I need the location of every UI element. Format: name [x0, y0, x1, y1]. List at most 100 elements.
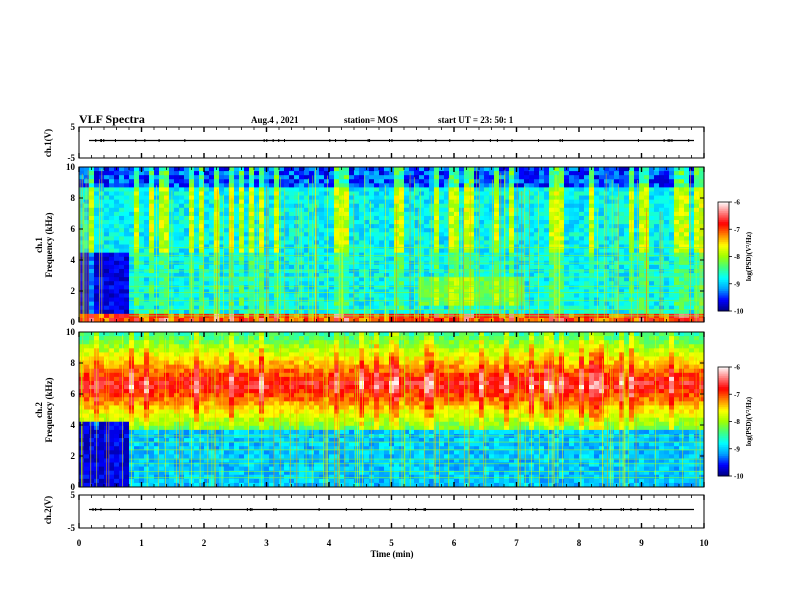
spectrogram-cell [184, 179, 190, 184]
spectrogram-cell [284, 309, 290, 315]
spectrogram-cell [119, 195, 125, 201]
spectrogram-cell [599, 215, 605, 221]
spectrogram-cell [274, 228, 280, 233]
spectrogram-cell [159, 183, 165, 188]
spectrogram-cell [444, 305, 450, 311]
spectrogram-cell [564, 252, 570, 258]
spectrogram-cell [134, 264, 140, 270]
spectrogram-cell [294, 273, 300, 278]
spectrogram-cell [144, 215, 150, 221]
spectrogram-cell [299, 175, 305, 180]
spectrogram-cell [309, 285, 315, 290]
spectrogram-cell [269, 317, 275, 323]
spectrogram-cell [104, 256, 110, 262]
spectrogram-cell [354, 252, 360, 258]
spectrogram-cell [484, 240, 490, 245]
spectrogram-cell [184, 195, 190, 201]
spectrogram-cell [224, 191, 230, 196]
spectrogram-cell [514, 297, 520, 303]
spectrogram-cell [524, 232, 530, 237]
spectrogram-cell [514, 236, 520, 241]
spectrogram-cell [479, 277, 485, 282]
spectrogram-cell [179, 293, 185, 298]
spectrogram-cell [219, 297, 225, 303]
spectrogram-cell [364, 277, 370, 282]
spectrogram-cell [144, 301, 150, 307]
spectrogram-cell [189, 224, 195, 229]
spectrogram-cell [384, 248, 390, 254]
spectrogram-cell [454, 175, 460, 180]
spectrogram-cell [404, 224, 410, 229]
spectrogram-cell [329, 220, 335, 225]
spectrogram-cell [564, 248, 570, 254]
spectrogram-cell [144, 281, 150, 286]
spectrogram-cell [559, 289, 565, 294]
spectrogram-cell [694, 207, 700, 213]
spectrogram-cell [84, 167, 90, 172]
spectrogram-cell [464, 195, 470, 201]
spectrogram-cell [509, 175, 515, 180]
spectrogram-cell [559, 187, 565, 192]
spectrogram-cell [619, 297, 625, 303]
spectrogram-cell [279, 264, 285, 270]
spectrogram-cell [144, 207, 150, 213]
spectrogram-cell [334, 179, 340, 184]
spectrogram-cell [409, 211, 415, 217]
spectrogram-cell [619, 277, 625, 282]
spectrogram-cell [219, 203, 225, 209]
spectrogram-cell [234, 232, 240, 237]
spectrogram-cell [124, 232, 130, 237]
spectrogram-cell [619, 171, 625, 176]
spectrogram-cell [194, 240, 200, 245]
spectrogram-cell [584, 289, 590, 294]
spectrogram-cell [89, 273, 95, 278]
spectrogram-cell [439, 281, 445, 286]
spectrogram-cell [204, 297, 210, 303]
spectrogram-cell [544, 183, 550, 188]
spectrogram-cell [594, 195, 600, 201]
spectrogram-cell [669, 211, 675, 217]
spectrogram-cell [249, 220, 255, 225]
spectrogram-cell [239, 264, 245, 270]
spectrogram-cell [584, 285, 590, 290]
spectrogram-cell [289, 264, 295, 270]
spectrogram-cell [304, 248, 310, 254]
spectrogram-cell [254, 215, 260, 221]
spectrogram-cell [489, 273, 495, 278]
spectrogram-cell [674, 195, 680, 201]
spectrogram-cell [599, 244, 605, 249]
spectrogram-cell [439, 171, 445, 176]
spectrogram-cell [84, 297, 90, 303]
waveform-spike [559, 139, 561, 142]
spectrogram-cell [364, 183, 370, 188]
spectrogram-cell [269, 191, 275, 196]
spectrogram-cell [434, 232, 440, 237]
spectrogram-cell [564, 203, 570, 209]
spectrogram-cell [364, 220, 370, 225]
spectrogram-cell [284, 301, 290, 307]
spectrogram-cell [304, 171, 310, 176]
spectrogram-cell [84, 171, 90, 176]
spectrogram-cell [539, 199, 545, 205]
spectrogram-cell [589, 191, 595, 196]
spectrogram-cell [604, 277, 610, 282]
spectrogram-cell [409, 309, 415, 315]
spectrogram-cell [389, 207, 395, 213]
spectrogram-cell [599, 167, 605, 172]
spectrogram-cell [204, 167, 210, 172]
spectrogram-cell [244, 179, 250, 184]
spectrogram-cell [509, 236, 515, 241]
spectrogram-cell [174, 317, 180, 323]
spectrogram-cell [124, 183, 130, 188]
spectrogram-cell [219, 289, 225, 294]
spectrogram-cell [534, 264, 540, 270]
spectrogram-cell [469, 285, 475, 290]
spectrogram-cell [334, 183, 340, 188]
spectrogram-cell [204, 248, 210, 254]
spectrogram-cell [324, 273, 330, 278]
spectrogram-cell [429, 305, 435, 311]
spectrogram-cell [684, 240, 690, 245]
spectrogram-cell [539, 301, 545, 307]
spectrogram-cell [414, 281, 420, 286]
spectrogram-cell [384, 244, 390, 249]
